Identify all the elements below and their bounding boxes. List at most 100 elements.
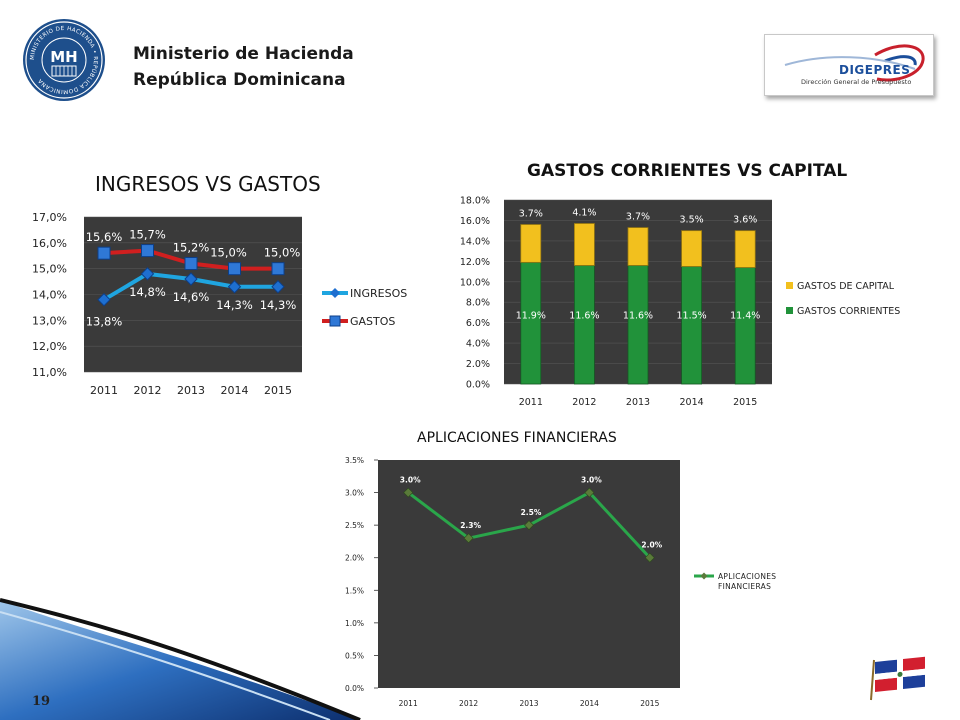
data-label: 15,0% xyxy=(264,246,301,260)
aplicaciones-point xyxy=(463,533,474,544)
chart-aplicaciones: 0.0% 0.5% 1.0% 1.5% 2.0% 2.5% 3.0% 3.5% 2011 2012… xyxy=(345,456,776,708)
aplicaciones-point xyxy=(584,487,595,498)
corrientes-label: 11.6% xyxy=(569,311,599,322)
y-tick-label: 14.0% xyxy=(460,236,490,247)
data-label: 14,8% xyxy=(129,285,166,299)
y-tick-label: 17,0% xyxy=(32,211,67,224)
chart3-title: APLICACIONES FINANCIERAS xyxy=(417,430,617,446)
ministry-seal-icon: MINISTERIO DE HACIENDA • REPÚBLICA DOMIN… xyxy=(23,19,105,101)
gastos-point xyxy=(184,257,198,270)
data-label: 13,8% xyxy=(86,315,123,329)
y-tick-label: 3.0% xyxy=(345,489,364,498)
legend-label: GASTOS xyxy=(350,315,395,328)
gastos-point xyxy=(228,262,241,276)
x-tick-label: 2015 xyxy=(733,397,757,408)
data-label: 15,2% xyxy=(173,241,210,255)
gastos-point xyxy=(97,246,111,260)
y-tick-label: 12.0% xyxy=(460,257,490,268)
x-tick-label: 2012 xyxy=(459,699,478,708)
legend-label-line: FINANCIERAS xyxy=(718,582,771,591)
seal-monogram: MH xyxy=(50,48,77,66)
data-label: 14,3% xyxy=(260,298,297,312)
y-tick-label: 10.0% xyxy=(460,277,490,288)
capital-bar xyxy=(681,230,703,267)
ingresos-point xyxy=(271,280,285,294)
logo-name: DIGEPRES xyxy=(839,63,911,77)
y-tick-label: 18.0% xyxy=(460,196,490,207)
y-tick-label: 14,0% xyxy=(32,289,67,302)
x-tick-label: 2012 xyxy=(134,384,162,397)
country-name: República Dominicana xyxy=(133,70,346,90)
data-label: 14,6% xyxy=(173,290,210,304)
chart1-title: INGRESOS VS GASTOS xyxy=(95,172,321,196)
capital-label: 3.5% xyxy=(680,215,704,226)
x-tick-label: 2014 xyxy=(221,384,249,397)
capital-bar xyxy=(734,230,756,268)
x-tick-label: 2015 xyxy=(264,384,292,397)
corrientes-bar xyxy=(574,265,595,385)
y-tick-label: 4.0% xyxy=(466,339,490,350)
ministry-name: Ministerio de Hacienda xyxy=(133,44,354,64)
capital-label: 3.7% xyxy=(626,212,650,223)
aplicaciones-point xyxy=(403,487,414,498)
y-tick-label: 11,0% xyxy=(32,366,67,379)
legend-marker xyxy=(329,315,341,327)
y-tick-label: 16,0% xyxy=(32,237,67,250)
ingresos-point xyxy=(97,292,111,307)
chart-corrientes-capital: 0.0% 2.0% 4.0% 6.0% 8.0% 10.0% 12.0% 14.0% 16.0%… xyxy=(460,196,900,409)
corrientes-label: 11.4% xyxy=(730,311,760,322)
legend-label: INGRESOS xyxy=(350,287,407,300)
data-label: 3.0% xyxy=(581,476,602,485)
legend-marker xyxy=(700,572,708,580)
corrientes-bar xyxy=(627,265,649,385)
x-tick-label: 2013 xyxy=(177,384,205,397)
data-label: 3.0% xyxy=(400,476,421,485)
y-tick-label: 12,0% xyxy=(32,340,67,353)
legend-label: APLICACIONES FINANCIERAS xyxy=(718,572,776,591)
y-tick-label: 2.0% xyxy=(466,359,490,370)
capital-bar xyxy=(574,223,595,266)
data-label: 14,3% xyxy=(216,298,253,312)
x-tick-label: 2015 xyxy=(640,699,659,708)
capital-label: 3.7% xyxy=(519,209,543,220)
corrientes-label: 11.5% xyxy=(677,311,707,322)
x-tick-label: 2011 xyxy=(90,384,118,397)
y-tick-label: 16.0% xyxy=(460,216,490,227)
y-tick-label: 13,0% xyxy=(32,314,67,327)
legend-label: GASTOS DE CAPITAL xyxy=(797,281,895,292)
corrientes-label: 11.9% xyxy=(516,311,546,322)
chart-ingresos-gastos: 11,0% 12,0% 13,0% 14,0% 15,0% 16,0% 17,0% 2011 2… xyxy=(32,211,407,397)
legend-marker xyxy=(330,288,340,298)
y-tick-label: 2.0% xyxy=(345,554,364,563)
corner-swoosh xyxy=(0,598,361,720)
legend-label-line: APLICACIONES xyxy=(718,572,776,581)
capital-bar xyxy=(520,224,542,263)
x-tick-label: 2014 xyxy=(580,699,599,708)
legend-swatch xyxy=(786,282,793,289)
corrientes-bar xyxy=(681,266,703,385)
y-tick-label: 15,0% xyxy=(32,263,67,276)
logo-subtitle: Dirección General de Presupuesto xyxy=(801,78,912,86)
data-label: 2.5% xyxy=(521,508,542,517)
capital-label: 3.6% xyxy=(733,215,757,226)
gastos-point xyxy=(141,244,154,258)
y-tick-label: 1.0% xyxy=(345,619,364,628)
y-tick-label: 1.5% xyxy=(345,586,364,595)
x-tick-label: 2013 xyxy=(626,397,650,408)
y-tick-label: 0.0% xyxy=(345,684,364,693)
y-tick-label: 3.5% xyxy=(345,456,364,465)
chart2-title: GASTOS CORRIENTES VS CAPITAL xyxy=(527,161,848,181)
y-tick-label: 0.0% xyxy=(466,380,490,391)
ingresos-point xyxy=(227,280,242,294)
aplicaciones-point xyxy=(524,520,534,531)
y-tick-label: 2.5% xyxy=(345,521,364,530)
x-tick-label: 2014 xyxy=(680,397,704,408)
corrientes-bar xyxy=(520,261,542,385)
data-label: 15,7% xyxy=(129,228,166,242)
legend-swatch xyxy=(786,307,793,314)
aplicaciones-point xyxy=(644,552,655,563)
x-tick-label: 2012 xyxy=(572,397,596,408)
x-tick-label: 2011 xyxy=(519,397,543,408)
ingresos-point xyxy=(184,272,198,286)
data-label: 2.3% xyxy=(460,521,481,530)
